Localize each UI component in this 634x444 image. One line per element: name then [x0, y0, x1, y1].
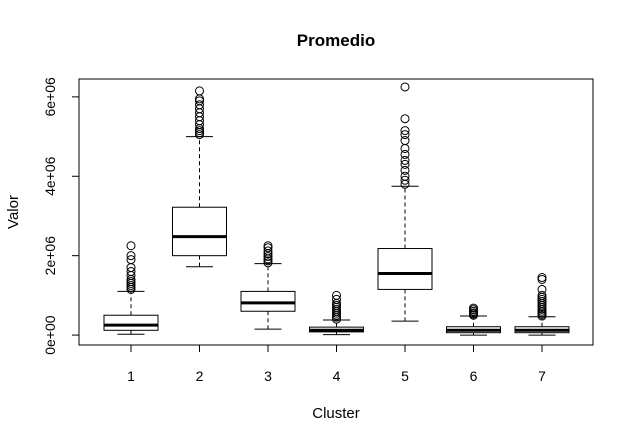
outlier-point — [537, 290, 547, 300]
outlier-point — [400, 126, 410, 136]
box-group-cluster-6 — [446, 303, 501, 336]
outlier-point — [332, 290, 341, 300]
outlier-point — [332, 294, 341, 304]
outlier-point — [126, 241, 136, 251]
x-tick-label: 3 — [264, 368, 272, 384]
outlier-point — [263, 251, 273, 261]
y-tick-label: 0e+00 — [42, 315, 58, 355]
outlier-point — [400, 155, 410, 165]
outlier-point — [400, 165, 410, 175]
outlier-point — [400, 82, 410, 92]
box-group-cluster-1 — [103, 241, 159, 335]
x-tick-label: 2 — [196, 368, 204, 384]
box-group-cluster-4 — [309, 290, 364, 336]
box-group-cluster-2 — [172, 86, 227, 268]
outlier-point — [126, 251, 136, 261]
outlier-point — [469, 303, 478, 313]
outlier-point — [400, 149, 410, 159]
box-iqr — [172, 206, 227, 257]
outlier-point — [263, 246, 273, 256]
y-tick-label: 4e+06 — [42, 156, 58, 196]
outlier-point — [537, 273, 547, 283]
outlier-point — [400, 159, 410, 169]
outlier-point — [126, 267, 136, 277]
outlier-point — [537, 284, 547, 294]
outlier-point — [400, 175, 410, 185]
y-tick-label: 6e+06 — [42, 77, 58, 117]
x-tick-label: 7 — [538, 368, 546, 384]
x-tick-label: 5 — [401, 368, 409, 384]
x-axis-label: Cluster — [312, 405, 360, 422]
outlier-point — [400, 143, 410, 153]
outlier-point — [537, 274, 547, 284]
outlier-point — [400, 114, 410, 124]
box-group-cluster-3 — [240, 241, 296, 330]
outlier-point — [263, 241, 273, 251]
y-axis: 0e+00 2e+06 4e+06 6e+06 — [42, 77, 80, 355]
boxes-layer — [103, 82, 570, 336]
x-tick-label: 4 — [333, 368, 341, 384]
outlier-point — [195, 100, 204, 110]
outlier-point — [195, 94, 204, 104]
outlier-point — [400, 171, 410, 181]
outlier-point — [126, 255, 136, 265]
outlier-point — [195, 86, 204, 96]
x-axis: 1 2 3 4 5 6 7 — [127, 344, 546, 384]
outlier-point — [400, 130, 410, 140]
box-iqr — [377, 248, 433, 290]
box-iqr — [240, 290, 296, 312]
box-group-cluster-5 — [377, 82, 433, 322]
box-iqr — [103, 314, 159, 331]
x-tick-label: 6 — [470, 368, 478, 384]
chart-title: Promedio — [297, 31, 375, 50]
y-tick-label: 2e+06 — [42, 236, 58, 276]
box-group-cluster-7 — [514, 273, 570, 336]
outlier-point — [400, 136, 410, 146]
y-axis-label: Valor — [5, 195, 22, 229]
x-tick-label: 1 — [127, 368, 135, 384]
